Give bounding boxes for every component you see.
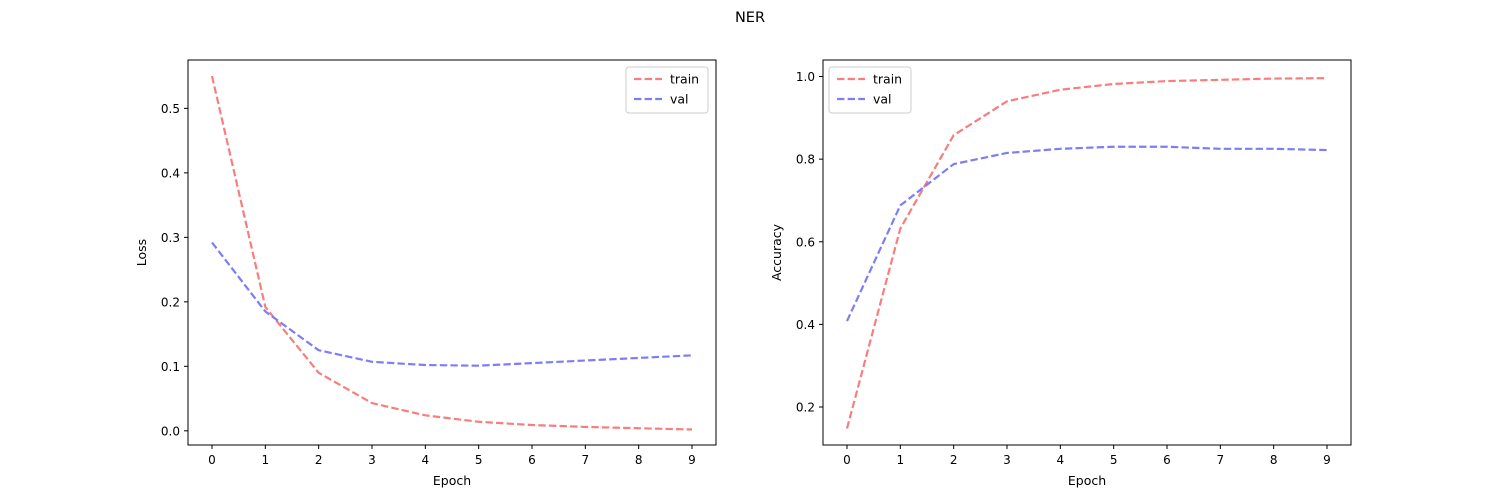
- loss-legend: train val: [625, 66, 709, 114]
- accuracy-legend: train val: [828, 66, 912, 114]
- loss-y-tick-label: 0.3: [161, 231, 180, 245]
- accuracy-legend-label-train: train: [873, 72, 902, 87]
- accuracy-x-tick-label: 9: [1323, 453, 1331, 467]
- loss-x-tick-label: 1: [262, 453, 270, 467]
- accuracy-series-line-train: [845, 77, 1328, 429]
- accuracy-y-tick-label: 1.0: [796, 70, 815, 84]
- accuracy-y-tick-label: 0.8: [796, 153, 815, 167]
- loss-x-tick-label: 2: [315, 453, 323, 467]
- loss-x-tick-label: 3: [368, 453, 376, 467]
- accuracy-x-tick-label: 0: [843, 453, 851, 467]
- loss-x-axis-label: Epoch: [433, 473, 471, 488]
- loss-x-tick-label: 0: [208, 453, 216, 467]
- loss-axes-frame: [187, 59, 717, 446]
- accuracy-axes-frame: [822, 59, 1352, 446]
- loss-y-tick-label: 0.4: [161, 166, 180, 180]
- loss-y-tick-label: 0.5: [161, 102, 180, 116]
- loss-series-line-val: [211, 241, 693, 367]
- accuracy-x-tick-label: 1: [897, 453, 905, 467]
- loss-x-tick-label: 9: [688, 453, 696, 467]
- accuracy-legend-label-val: val: [873, 92, 892, 107]
- loss-x-tick-label: 6: [528, 453, 536, 467]
- accuracy-x-tick-label: 3: [1003, 453, 1011, 467]
- accuracy-x-tick-label: 8: [1270, 453, 1278, 467]
- accuracy-series-line-val: [846, 145, 1328, 322]
- accuracy-y-tick-label: 0.4: [796, 318, 815, 332]
- accuracy-x-tick-label: 6: [1163, 453, 1171, 467]
- loss-x-tick-label: 5: [475, 453, 483, 467]
- figure-suptitle: NER: [735, 10, 765, 26]
- accuracy-x-tick-label: 4: [1057, 453, 1065, 467]
- accuracy-x-tick-label: 7: [1217, 453, 1225, 467]
- loss-chart-panel: 0 1 2 3 4 5 6 7 8 9 0.0 0.1 0.2 0.3 0.4 0.5 Epoch Loss tra…: [134, 59, 717, 488]
- loss-x-tick-label: 7: [582, 453, 590, 467]
- loss-y-tick-label: 0.2: [161, 295, 180, 309]
- accuracy-y-tick-label: 0.6: [796, 235, 815, 249]
- accuracy-x-axis-label: Epoch: [1068, 473, 1106, 488]
- loss-legend-label-train: train: [670, 72, 699, 87]
- loss-legend-label-val: val: [670, 92, 689, 107]
- loss-y-tick-label: 0.0: [161, 424, 180, 438]
- accuracy-y-tick-label: 0.2: [796, 400, 815, 414]
- accuracy-x-tick-label: 2: [950, 453, 958, 467]
- accuracy-chart-panel: 0 1 2 3 4 5 6 7 8 9 0.2 0.4 0.6 0.8 1.0 Epoch Accuracy tr…: [769, 59, 1352, 488]
- loss-y-axis-label: Loss: [134, 239, 149, 266]
- loss-x-tick-label: 8: [635, 453, 643, 467]
- loss-x-tick-label: 4: [422, 453, 430, 467]
- loss-y-tick-label: 0.1: [161, 360, 180, 374]
- accuracy-y-axis-label: Accuracy: [769, 223, 784, 281]
- accuracy-x-tick-label: 5: [1110, 453, 1118, 467]
- loss-series-line-train: [210, 75, 693, 431]
